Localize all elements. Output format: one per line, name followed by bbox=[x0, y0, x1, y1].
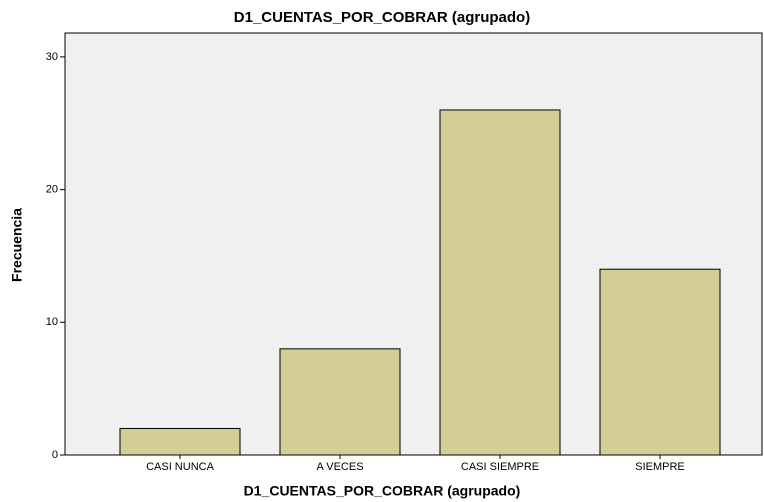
bar bbox=[279, 348, 401, 456]
x-tick-label: CASI NUNCA bbox=[146, 461, 215, 473]
x-tick-label: A VECES bbox=[316, 461, 363, 473]
y-tick-label: 0 bbox=[52, 449, 58, 461]
x-tick-label: CASI SIEMPRE bbox=[461, 461, 539, 473]
bar bbox=[599, 268, 721, 456]
y-tick-label: 20 bbox=[46, 183, 58, 195]
chart-title: D1_CUENTAS_POR_COBRAR (agrupado) bbox=[234, 9, 530, 26]
x-tick-label: SIEMPRE bbox=[635, 461, 685, 473]
y-tick-label: 10 bbox=[46, 316, 58, 328]
y-axis-title: Frecuencia bbox=[9, 208, 25, 282]
bar bbox=[439, 109, 561, 456]
x-axis-title: D1_CUENTAS_POR_COBRAR (agrupado) bbox=[244, 483, 521, 499]
y-tick-label: 30 bbox=[46, 51, 58, 63]
bar bbox=[119, 427, 241, 456]
